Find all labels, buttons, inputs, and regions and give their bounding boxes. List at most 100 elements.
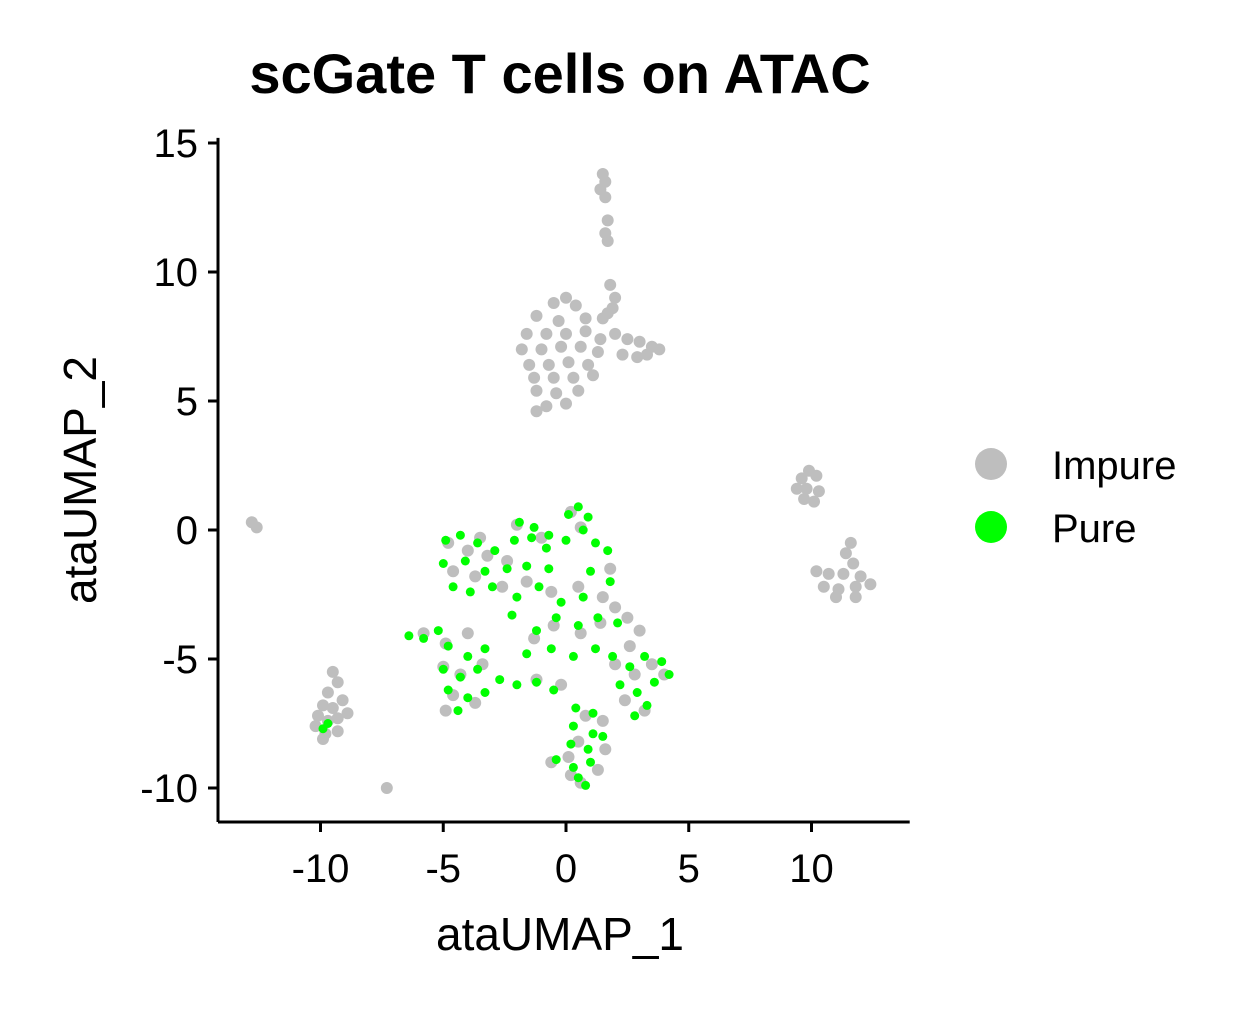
pure-cell-point xyxy=(551,755,561,765)
impure-cell-point xyxy=(609,327,622,340)
impure-cell-point xyxy=(331,725,344,738)
pure-cell-point xyxy=(556,597,566,607)
impure-cell-point xyxy=(810,469,823,482)
impure-cell-point xyxy=(839,547,852,560)
x-tick-label: 0 xyxy=(555,847,577,891)
pure-cell-point xyxy=(419,633,429,643)
pure-cell-point xyxy=(568,721,578,731)
pure-cell-point xyxy=(522,561,532,571)
x-tick-label: -10 xyxy=(292,847,350,891)
pure-cell-point xyxy=(573,502,583,512)
impure-cell-point xyxy=(520,327,533,340)
pure-cell-point xyxy=(578,592,588,602)
pure-cell-point xyxy=(480,644,490,654)
pure-cell-point xyxy=(529,522,539,532)
pure-cell-point xyxy=(487,582,497,592)
impure-cell-point xyxy=(591,763,604,776)
pure-cell-point xyxy=(465,587,475,597)
pure-cell-point xyxy=(541,543,551,553)
impure-cell-point xyxy=(562,356,575,369)
pure-cell-point xyxy=(573,621,583,630)
impure-cell-point xyxy=(596,591,609,604)
pure-cell-point xyxy=(522,649,532,659)
impure-cell-point xyxy=(461,627,474,640)
impure-cell-point xyxy=(469,570,482,583)
impure-cell-point xyxy=(609,658,622,671)
impure-cell-point xyxy=(591,346,604,358)
pure-cell-point xyxy=(605,577,615,587)
legend-label-pure: Pure xyxy=(1052,507,1137,551)
pure-cell-point xyxy=(625,662,635,672)
pure-cell-point xyxy=(318,724,328,734)
impure-cell-point xyxy=(854,570,867,583)
x-tick-label: 10 xyxy=(789,847,834,891)
impure-cell-point xyxy=(326,665,339,678)
pure-cell-point xyxy=(630,711,640,721)
pure-cell-point xyxy=(463,693,473,703)
impure-cell-point xyxy=(481,549,494,562)
pure-cell-point xyxy=(568,651,578,661)
impure-cell-point xyxy=(604,278,617,291)
impure-cell-point xyxy=(599,743,612,756)
impure-cell-point xyxy=(790,482,803,495)
pure-cell-point xyxy=(551,613,561,623)
impure-cell-point xyxy=(618,694,631,707)
pure-cell-point xyxy=(473,538,483,548)
pure-cell-point xyxy=(438,664,448,674)
impure-cell-point xyxy=(380,782,393,794)
x-tick-label: -5 xyxy=(425,847,461,891)
pure-cell-point xyxy=(441,535,451,545)
impure-cell-point xyxy=(331,712,344,725)
pure-cell-point xyxy=(578,525,588,535)
impure-cell-point xyxy=(321,686,334,699)
impure-cell-point xyxy=(631,351,644,364)
pure-cell-point xyxy=(571,703,581,713)
impure-cell-point xyxy=(547,619,560,632)
pure-cell-point xyxy=(480,566,490,576)
impure-cell-point xyxy=(312,709,324,722)
impure-cell-point xyxy=(609,291,622,304)
impure-cell-point xyxy=(317,733,329,745)
impure-cell-point xyxy=(812,485,825,498)
pure-cell-point xyxy=(564,510,573,519)
pure-cell-point xyxy=(566,739,576,749)
impure-cell-point xyxy=(560,397,572,410)
legend-label-impure: Impure xyxy=(1052,444,1177,488)
impure-cell-point xyxy=(623,640,636,653)
impure-cell-point xyxy=(822,567,835,580)
impure-cell-point xyxy=(572,580,585,593)
pure-cell-point xyxy=(544,564,554,574)
pure-cell-point xyxy=(546,644,556,654)
pure-cell-point xyxy=(527,533,537,543)
impure-cell-point xyxy=(528,632,541,645)
pure-cell-point xyxy=(603,546,613,556)
y-tick-label: 15 xyxy=(154,122,199,166)
impure-cell-point xyxy=(594,333,607,346)
impure-cell-point xyxy=(601,214,614,227)
pure-cell-point xyxy=(664,670,674,679)
y-axis-label: ataUMAP_2 xyxy=(54,356,106,604)
pure-cell-point xyxy=(404,631,414,641)
impure-cell-point xyxy=(817,580,830,593)
pure-cell-point xyxy=(532,626,541,636)
pure-cell-point xyxy=(593,613,603,623)
pure-cell-point xyxy=(549,685,559,695)
impure-cell-point xyxy=(535,343,548,356)
y-tick-label: 5 xyxy=(176,380,198,424)
impure-cell-point xyxy=(326,702,339,714)
pure-cell-point xyxy=(598,731,608,741)
impure-cell-point xyxy=(447,565,460,578)
pure-cell-point xyxy=(512,680,522,690)
impure-cell-point xyxy=(808,495,820,508)
pure-cell-point xyxy=(615,680,625,690)
pure-cell-point xyxy=(455,530,465,540)
impure-cell-point xyxy=(567,371,580,384)
pure-cell-point xyxy=(632,688,642,697)
impure-cell-point xyxy=(837,567,850,580)
impure-cell-point xyxy=(530,309,543,322)
x-axis-label: ataUMAP_1 xyxy=(436,908,684,960)
impure-cell-point xyxy=(469,696,482,709)
pure-cell-point xyxy=(649,677,659,687)
chart-title: scGate T cells on ATAC xyxy=(249,42,870,105)
pure-cell-point xyxy=(455,672,465,682)
